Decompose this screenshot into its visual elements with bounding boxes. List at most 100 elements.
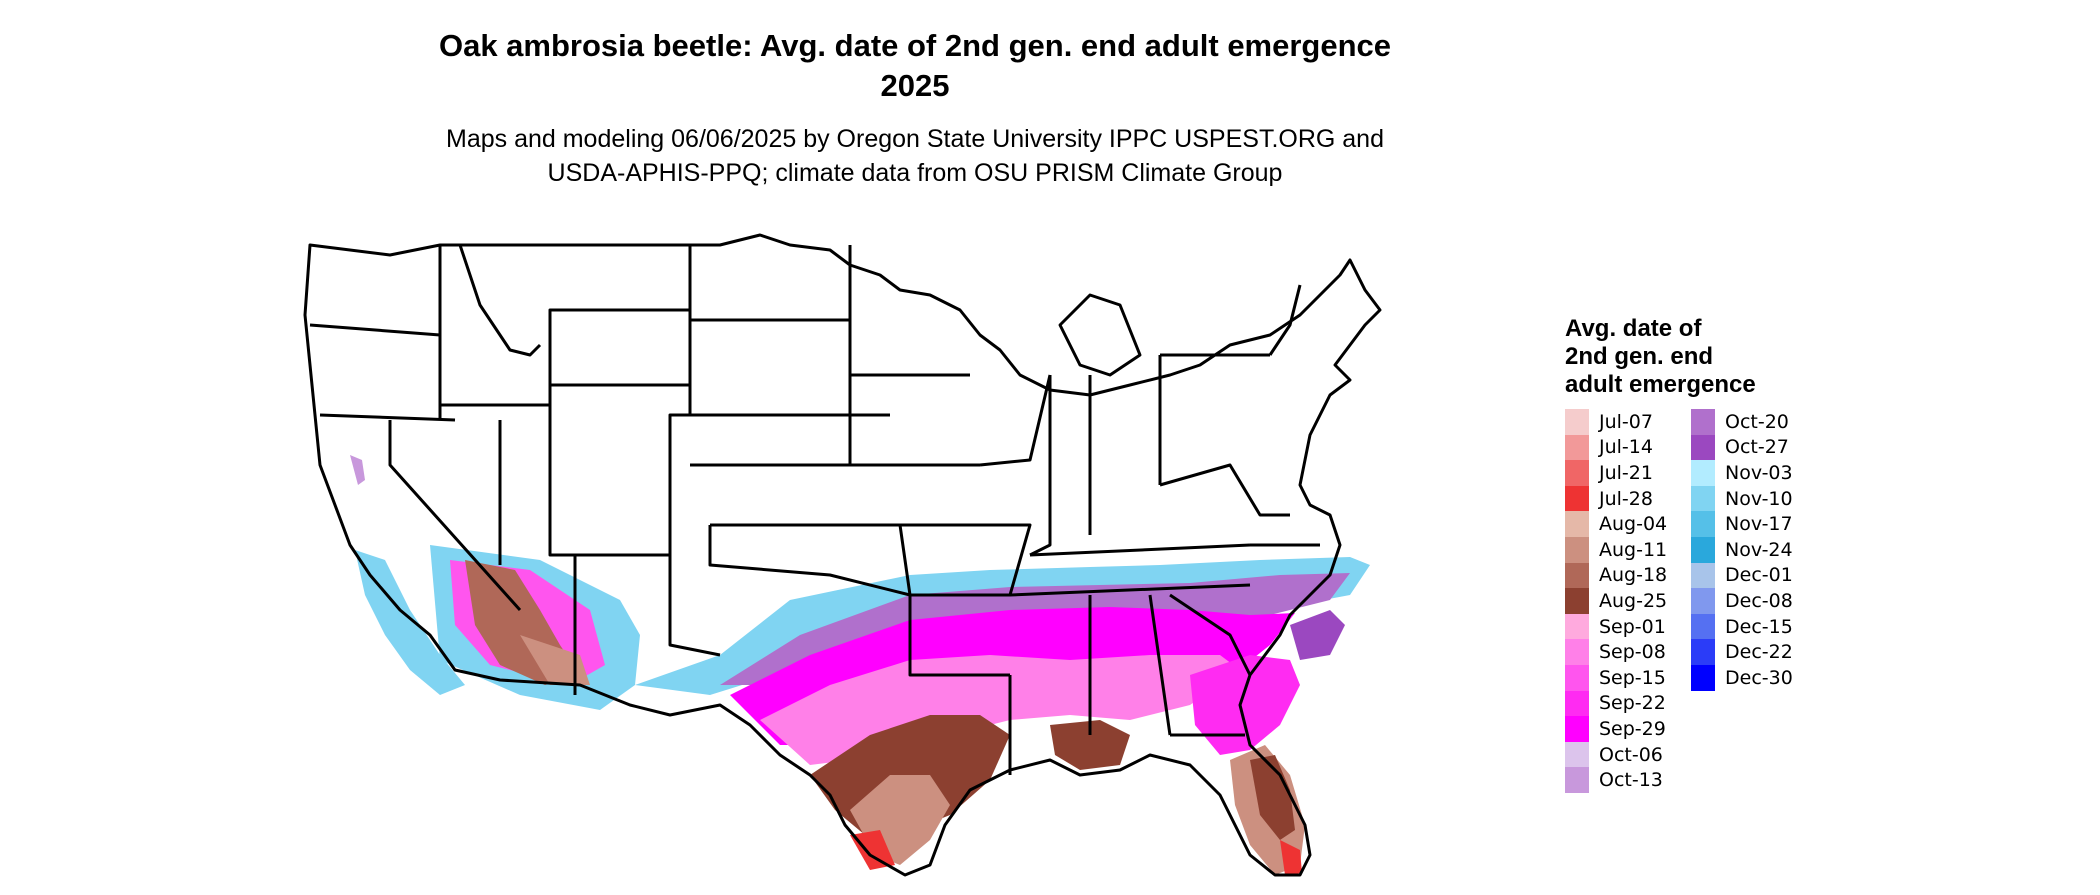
legend-item: Jul-14 bbox=[1565, 434, 1681, 461]
legend-label: Aug-18 bbox=[1599, 564, 1668, 587]
border-mi bbox=[1058, 293, 1142, 377]
border-nm-tx bbox=[668, 555, 721, 657]
border-id-ut-wy bbox=[440, 308, 690, 407]
legend-column: Oct-20 Oct-27 Nov-03 Nov-10 Nov-17 Nov-24 Dec-… bbox=[1691, 409, 1807, 793]
legend-label: Jul-28 bbox=[1599, 487, 1653, 510]
legend-label: Nov-24 bbox=[1725, 538, 1793, 561]
legend-swatch bbox=[1565, 767, 1589, 793]
legend-label: Aug-25 bbox=[1599, 589, 1668, 612]
border-wi-il bbox=[979, 374, 1052, 467]
legend-swatch bbox=[1691, 562, 1715, 589]
legend-label: Aug-11 bbox=[1599, 538, 1668, 561]
legend-swatch bbox=[1565, 588, 1589, 614]
legend-swatch bbox=[1691, 639, 1715, 665]
legend-item: Oct-20 bbox=[1691, 409, 1807, 435]
border-ga-sc bbox=[1169, 593, 1252, 676]
map-title-line-2: 2025 bbox=[880, 68, 950, 103]
legend-label: Oct-20 bbox=[1725, 410, 1789, 433]
legend-label: Oct-27 bbox=[1725, 436, 1789, 459]
legend-label: Jul-21 bbox=[1599, 461, 1653, 484]
border-va-wv bbox=[1159, 463, 1290, 517]
us-outline bbox=[303, 233, 1382, 877]
legend-item: Aug-04 bbox=[1565, 511, 1681, 537]
legend-columns: Jul-07 Jul-14 Jul-21 Jul-28 Aug-04 Aug-11 Aug-… bbox=[1565, 409, 1807, 793]
legend-item: Sep-22 bbox=[1565, 690, 1681, 717]
legend-swatch bbox=[1565, 409, 1589, 435]
legend-item: Oct-27 bbox=[1691, 434, 1807, 461]
border-ar-la bbox=[908, 595, 1010, 677]
legend-swatch bbox=[1565, 664, 1589, 691]
legend-label: Dec-01 bbox=[1725, 564, 1793, 587]
legend-title-line-2: 2nd gen. end bbox=[1565, 343, 1714, 370]
border-ca-nv bbox=[388, 420, 522, 612]
legend-item: Jul-21 bbox=[1565, 460, 1681, 486]
map-subtitle: Maps and modeling 06/06/2025 by Oregon S… bbox=[0, 122, 1830, 190]
legend-item: Nov-24 bbox=[1691, 536, 1807, 563]
legend-swatch bbox=[1565, 562, 1589, 589]
legend-item: Dec-30 bbox=[1691, 664, 1807, 691]
legend-title: Avg. date of 2nd gen. end adult emergenc… bbox=[1565, 315, 1807, 399]
border-ut-co bbox=[548, 405, 670, 557]
legend-swatch bbox=[1565, 741, 1589, 768]
legend-label: Dec-15 bbox=[1725, 615, 1793, 638]
map-subtitle-line-2: USDA-APHIS-PPQ; climate data from OSU PR… bbox=[547, 159, 1283, 187]
legend-item: Dec-15 bbox=[1691, 613, 1807, 640]
us-map bbox=[303, 233, 1382, 877]
legend-item: Sep-15 bbox=[1565, 664, 1681, 691]
legend-swatch bbox=[1565, 613, 1589, 640]
legend-item: Dec-22 bbox=[1691, 639, 1807, 665]
legend-item: Jul-07 bbox=[1565, 409, 1681, 435]
legend-swatch bbox=[1691, 536, 1715, 563]
border-or-ca bbox=[319, 413, 456, 422]
legend-swatch bbox=[1691, 409, 1715, 435]
legend-item: Aug-18 bbox=[1565, 562, 1681, 589]
legend-item: Aug-11 bbox=[1565, 536, 1681, 563]
legend-label: Dec-08 bbox=[1725, 589, 1793, 612]
legend-swatch bbox=[1691, 588, 1715, 614]
legend-label: Jul-07 bbox=[1599, 410, 1653, 433]
legend-item: Sep-08 bbox=[1565, 639, 1681, 665]
legend-column: Jul-07 Jul-14 Jul-21 Jul-28 Aug-04 Aug-11 Aug-… bbox=[1565, 409, 1681, 793]
legend-item: Nov-03 bbox=[1691, 460, 1807, 486]
border-co-nm bbox=[668, 413, 890, 555]
map-subtitle-line-1: Maps and modeling 06/06/2025 by Oregon S… bbox=[446, 125, 1384, 153]
border-ky-tn bbox=[1029, 543, 1251, 557]
legend-item: Dec-01 bbox=[1691, 562, 1807, 589]
zone-arizona-tan bbox=[520, 635, 590, 685]
legend-title-line-3: adult emergence bbox=[1565, 371, 1756, 398]
zone-california-outer bbox=[355, 550, 465, 695]
zone-florida-brown bbox=[1250, 755, 1295, 840]
legend-item: Oct-06 bbox=[1565, 741, 1681, 768]
legend-item: Sep-01 bbox=[1565, 613, 1681, 640]
legend-label: Oct-13 bbox=[1599, 769, 1663, 792]
legend-label: Sep-08 bbox=[1599, 641, 1666, 664]
legend-swatch bbox=[1691, 460, 1715, 486]
legend-label: Sep-29 bbox=[1599, 717, 1666, 740]
legend-label: Nov-10 bbox=[1725, 487, 1793, 510]
legend-swatch bbox=[1565, 639, 1589, 665]
legend-label: Sep-01 bbox=[1599, 615, 1666, 638]
legend-swatch bbox=[1691, 613, 1715, 640]
legend-swatch bbox=[1565, 460, 1589, 486]
legend-label: Sep-22 bbox=[1599, 692, 1666, 715]
legend-swatch bbox=[1691, 664, 1715, 691]
legend-swatch bbox=[1691, 434, 1715, 461]
legend-label: Nov-03 bbox=[1725, 461, 1793, 484]
zone-georgia-magenta bbox=[1190, 655, 1300, 755]
legend-swatch bbox=[1565, 716, 1589, 742]
legend-item: Jul-28 bbox=[1565, 485, 1681, 512]
legend-label: Nov-17 bbox=[1725, 513, 1793, 536]
legend-item: Nov-17 bbox=[1691, 511, 1807, 537]
legend-swatch bbox=[1565, 536, 1589, 563]
legend-swatch bbox=[1565, 485, 1589, 512]
legend-label: Dec-22 bbox=[1725, 641, 1793, 664]
emergence-zones bbox=[350, 455, 1370, 875]
legend-label: Sep-15 bbox=[1599, 666, 1666, 689]
legend-swatch bbox=[1691, 485, 1715, 512]
state-borders bbox=[303, 233, 1382, 877]
legend-label: Dec-30 bbox=[1725, 666, 1793, 689]
legend-label: Aug-04 bbox=[1599, 513, 1668, 536]
legend-swatch bbox=[1691, 511, 1715, 537]
zone-florida-red bbox=[1280, 840, 1302, 875]
legend-item: Nov-10 bbox=[1691, 485, 1807, 512]
